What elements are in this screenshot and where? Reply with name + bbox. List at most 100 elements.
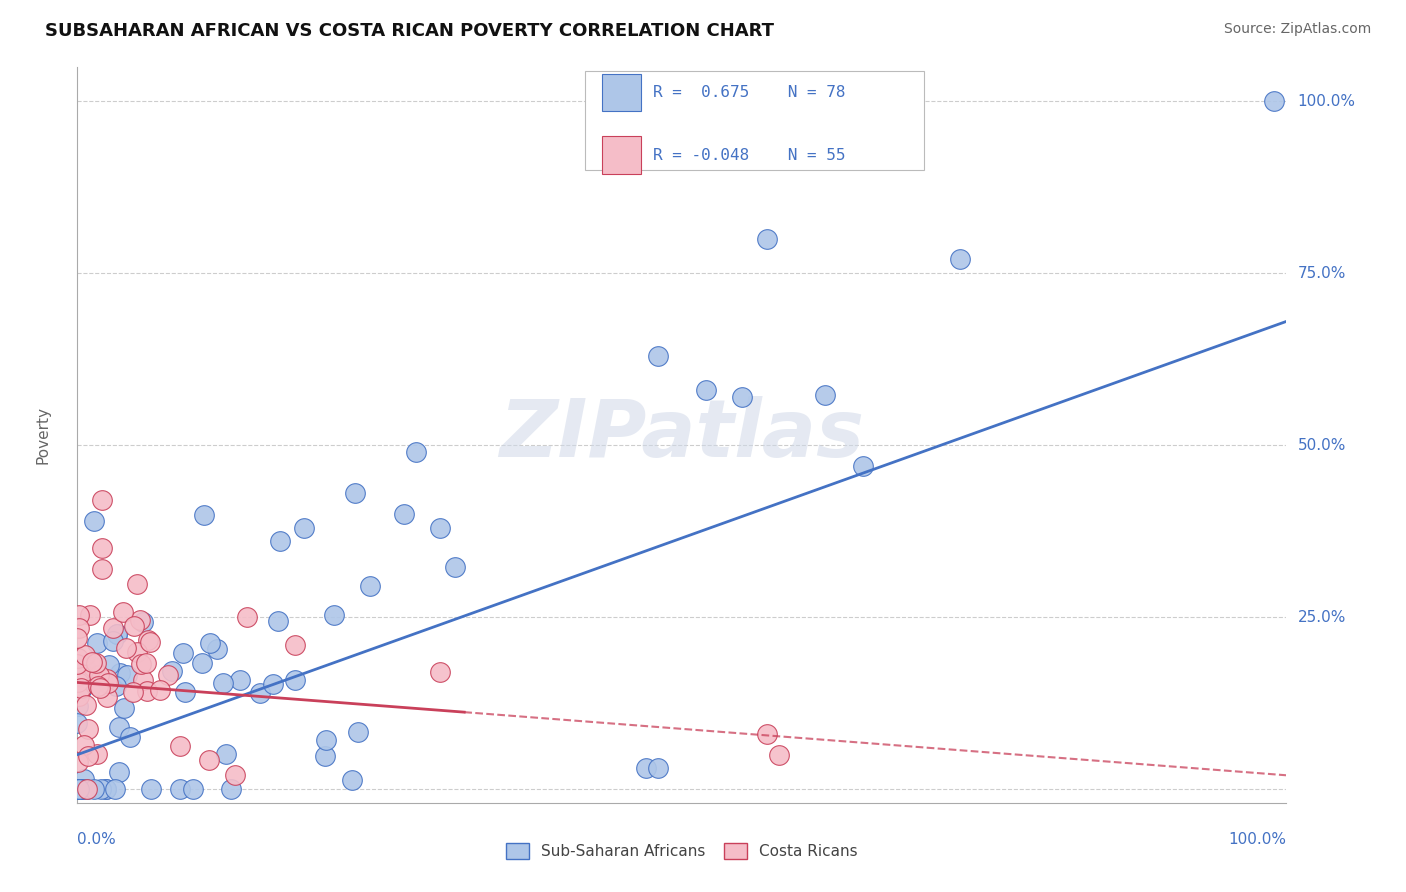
Point (97, 658, 120, 673)
Text: R = -0.048    N = 55: R = -0.048 N = 55 (652, 147, 845, 162)
Point (284, 638, 307, 652)
Point (105, 627, 128, 641)
Point (90, 782, 112, 797)
Point (172, 646, 194, 660)
Point (67, 782, 90, 797)
Point (66, 698, 89, 713)
Point (340, 773, 363, 788)
Point (97, 675, 120, 690)
Point (292, 521, 315, 535)
Point (96, 690, 118, 705)
Text: 75.0%: 75.0% (1298, 266, 1346, 281)
Point (69, 782, 91, 797)
Point (87, 668, 110, 682)
Point (96, 782, 118, 797)
Point (135, 656, 157, 670)
Point (73, 738, 96, 752)
Point (67, 689, 90, 703)
Point (66, 782, 89, 797)
Point (69, 782, 91, 797)
Point (229, 673, 252, 687)
Point (224, 768, 246, 782)
Point (104, 782, 127, 797)
Point (76, 782, 98, 797)
Point (67, 782, 90, 797)
Point (221, 782, 243, 797)
Text: 50.0%: 50.0% (1298, 438, 1346, 452)
Point (75, 698, 97, 712)
Point (132, 673, 155, 688)
Point (392, 507, 415, 521)
Point (72, 666, 94, 681)
Point (115, 641, 138, 656)
Point (77, 748, 100, 763)
Point (72, 782, 94, 797)
Point (70, 681, 93, 695)
Point (266, 614, 288, 628)
Point (122, 619, 145, 633)
Text: 100.0%: 100.0% (1298, 94, 1355, 109)
Point (73, 772, 96, 786)
Point (104, 680, 127, 694)
Text: SUBSAHARAN AFRICAN VS COSTA RICAN POVERTY CORRELATION CHART: SUBSAHARAN AFRICAN VS COSTA RICAN POVERT… (45, 22, 773, 40)
Point (117, 667, 139, 681)
Point (94, 782, 117, 797)
Point (79, 607, 101, 622)
Text: Poverty: Poverty (35, 406, 51, 464)
Point (731, 390, 754, 404)
Point (67, 782, 90, 797)
Point (193, 508, 215, 522)
Point (755, 232, 778, 246)
Point (66, 632, 89, 646)
Text: 25.0%: 25.0% (1298, 609, 1346, 624)
Point (73, 648, 96, 662)
Point (323, 608, 346, 623)
Point (157, 668, 180, 682)
Point (207, 642, 229, 657)
Point (191, 656, 214, 670)
Point (66, 651, 89, 665)
Point (66, 669, 89, 683)
Point (67, 782, 90, 797)
Point (284, 673, 307, 687)
Point (108, 764, 131, 779)
Point (112, 701, 135, 715)
Point (75, 661, 97, 675)
Point (127, 644, 149, 658)
Point (96, 672, 118, 686)
Point (67, 621, 90, 635)
Point (215, 747, 238, 761)
Point (118, 731, 141, 745)
Legend: Sub-Saharan Africans, Costa Ricans: Sub-Saharan Africans, Costa Ricans (501, 837, 863, 865)
Point (249, 686, 271, 700)
Point (108, 666, 131, 681)
Point (136, 683, 159, 698)
Point (235, 610, 257, 624)
Point (852, 458, 875, 473)
Point (755, 727, 778, 741)
Point (139, 635, 162, 649)
Point (76, 782, 98, 797)
Point (75, 782, 97, 797)
Point (429, 521, 451, 535)
Point (122, 684, 145, 698)
Point (315, 732, 337, 747)
Point (181, 782, 204, 797)
Point (84, 656, 107, 670)
Text: 100.0%: 100.0% (1229, 832, 1286, 847)
Point (80, 655, 103, 669)
Point (70, 782, 93, 797)
Point (174, 685, 197, 699)
Text: Source: ZipAtlas.com: Source: ZipAtlas.com (1223, 22, 1371, 37)
Point (647, 761, 669, 775)
Point (66, 782, 89, 797)
Point (429, 665, 451, 680)
Point (169, 739, 191, 754)
Point (262, 677, 284, 691)
Point (197, 753, 219, 767)
Point (66, 755, 89, 769)
Point (127, 576, 149, 591)
Point (67, 608, 90, 623)
Point (90, 541, 112, 556)
Point (83, 782, 105, 797)
